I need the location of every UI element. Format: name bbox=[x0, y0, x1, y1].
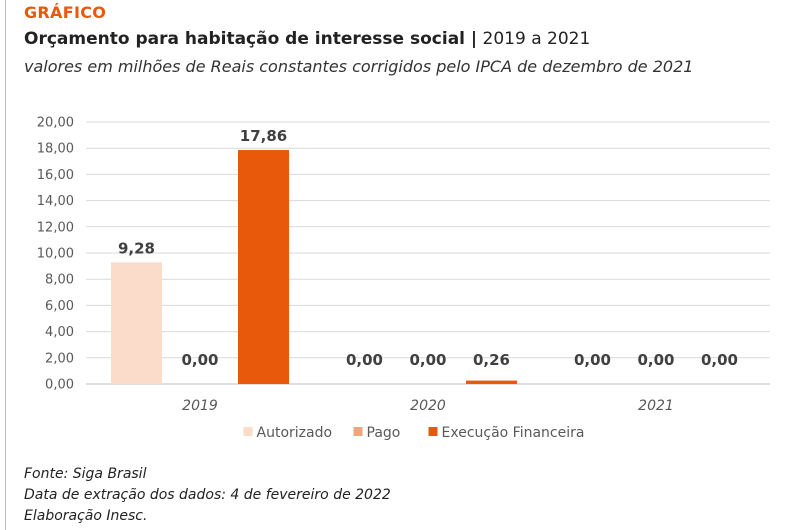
y-tick-label: 6,00 bbox=[45, 299, 74, 314]
left-border-line bbox=[5, 0, 6, 530]
data-label: 0,00 bbox=[574, 351, 611, 369]
data-label: 0,00 bbox=[346, 351, 383, 369]
y-tick-label: 8,00 bbox=[45, 273, 74, 288]
y-tick-label: 16,00 bbox=[37, 168, 74, 183]
data-label: 17,86 bbox=[240, 127, 287, 145]
credit-note: Elaboração Inesc. bbox=[24, 508, 148, 524]
x-category-label: 2019 bbox=[182, 398, 218, 414]
chart-footer: Fonte: Siga Brasil Data de extração dos … bbox=[24, 464, 391, 527]
y-tick-label: 12,00 bbox=[37, 220, 74, 235]
chart-title-period: 2019 a 2021 bbox=[477, 29, 591, 49]
bar bbox=[466, 380, 517, 384]
bar bbox=[238, 150, 289, 384]
y-tick-label: 18,00 bbox=[37, 142, 74, 157]
y-tick-label: 4,00 bbox=[45, 325, 74, 340]
legend-label: Autorizado bbox=[257, 425, 333, 441]
chart-title: Orçamento para habitação de interesse so… bbox=[24, 29, 590, 49]
x-category-label: 2020 bbox=[410, 398, 446, 414]
data-label: 9,28 bbox=[118, 239, 155, 257]
data-label: 0,00 bbox=[409, 351, 446, 369]
y-tick-label: 14,00 bbox=[37, 194, 74, 209]
legend-swatch bbox=[353, 427, 363, 436]
y-tick-label: 2,00 bbox=[45, 351, 74, 366]
chart-title-main: Orçamento para habitação de interesse so… bbox=[24, 29, 478, 49]
data-label: 0,26 bbox=[473, 351, 510, 369]
x-category-label: 2021 bbox=[638, 398, 674, 414]
chart-kicker: GRÁFICO bbox=[24, 3, 107, 22]
extraction-date-note: Data de extração dos dados: 4 de feverei… bbox=[24, 487, 391, 503]
y-tick-label: 20,00 bbox=[37, 116, 74, 131]
chart-subtitle: valores em milhões de Reais constantes c… bbox=[24, 57, 694, 76]
source-note: Fonte: Siga Brasil bbox=[24, 466, 147, 482]
data-label: 0,00 bbox=[637, 351, 674, 369]
bar bbox=[111, 262, 162, 384]
y-tick-label: 10,00 bbox=[37, 247, 74, 262]
data-label: 0,00 bbox=[701, 351, 738, 369]
legend-label: Execução Financeira bbox=[442, 425, 585, 441]
data-label: 0,00 bbox=[181, 351, 218, 369]
legend-swatch bbox=[428, 427, 438, 436]
legend-swatch bbox=[243, 427, 253, 436]
legend-label: Pago bbox=[367, 425, 401, 441]
bar-chart: 0,00 2,00 4,00 6,00 8,00 10,00 12,00 14,00 16,00… bbox=[37, 116, 770, 441]
y-tick-label: 0,00 bbox=[45, 378, 74, 393]
